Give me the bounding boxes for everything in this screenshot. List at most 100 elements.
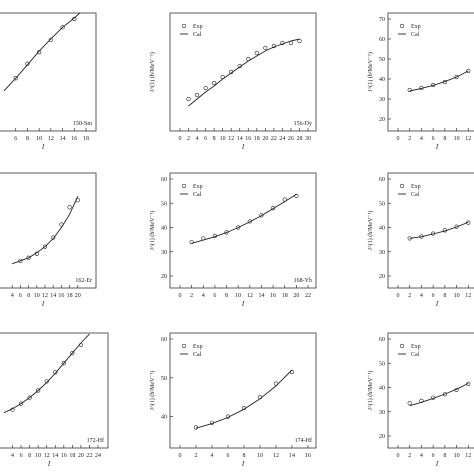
- y-tick-label: 60: [161, 337, 167, 343]
- data-point-exp: [194, 92, 200, 98]
- x-axis-label: I: [435, 300, 439, 308]
- series-line-cal: [188, 38, 300, 107]
- series-line-cal: [195, 369, 293, 429]
- data-point-exp: [254, 50, 259, 56]
- y-tick-label: 30: [379, 410, 385, 416]
- x-tick-label: 12: [465, 293, 471, 299]
- x-tick-label: 8: [28, 453, 31, 459]
- x-tick-label: 8: [243, 453, 246, 459]
- plot-frame: [0, 12, 97, 132]
- x-axis-label: I: [41, 143, 45, 151]
- x-tick-label: 18: [282, 293, 288, 299]
- x-tick-label: 14: [237, 136, 243, 142]
- x-tick-label: 8: [26, 136, 29, 142]
- y-tick-label: 60: [379, 337, 385, 343]
- x-tick-label: 6: [20, 453, 23, 459]
- legend-entry-cal: Cal: [411, 192, 420, 198]
- x-tick-label: 8: [213, 136, 216, 142]
- data-point-exp: [25, 61, 30, 66]
- x-tick-label: 24: [95, 453, 101, 459]
- plot-frame: [387, 172, 474, 289]
- y-tick-label: 40: [161, 226, 167, 232]
- legend-marker-key: [181, 183, 187, 189]
- legend-entry-exp: Exp: [193, 24, 203, 30]
- data-point-exp: [48, 37, 53, 42]
- x-tick-label: 30: [305, 136, 311, 142]
- plot-frame: [387, 12, 474, 132]
- x-tick-label: 10: [235, 293, 241, 299]
- plot-area: [193, 369, 295, 430]
- y-axis-label: J^(1) (ħ²MeV⁻¹): [149, 211, 156, 251]
- data-point-exp: [37, 50, 42, 55]
- x-tick-label: 10: [35, 453, 41, 459]
- y-axis-label: J^(1) (ħ²MeV⁻¹): [149, 52, 156, 92]
- data-point-exp: [186, 96, 191, 102]
- y-axis-label: J^(1) (ħ²MeV⁻¹): [367, 52, 374, 92]
- x-tick-label: 16: [61, 453, 67, 459]
- legend-marker-key: [399, 183, 405, 189]
- x-tick-label: 16: [58, 293, 64, 299]
- x-tick-label: 10: [454, 293, 460, 299]
- legend-entry-exp: Exp: [193, 344, 203, 350]
- x-tick-label: 14: [50, 293, 56, 299]
- x-tick-label: 12: [465, 453, 471, 459]
- x-tick-label: 10: [220, 136, 226, 142]
- nucleus-label: 168-Yb: [294, 278, 312, 284]
- y-tick-label: 40: [161, 415, 167, 421]
- y-tick-label: 70: [379, 17, 385, 23]
- x-tick-label: 4: [11, 293, 14, 299]
- x-tick-label: 4: [211, 453, 214, 459]
- x-tick-label: 14: [289, 453, 295, 459]
- plot-area: [3, 13, 81, 92]
- x-axis-label: I: [241, 300, 245, 308]
- x-tick-label: 6: [14, 136, 17, 142]
- legend-entry-exp: Exp: [411, 344, 421, 350]
- x-tick-label: 4: [420, 293, 423, 299]
- x-tick-label: 0: [179, 136, 182, 142]
- y-tick-label: 20: [379, 274, 385, 280]
- y-tick-label: 40: [379, 386, 385, 392]
- data-point-exp: [53, 370, 58, 375]
- chart-panel-8: 0 2 4 6 8 10 12 14 16 40 50 60 I J^(1) (ħ²MeV⁻¹) Exp Ca…: [149, 332, 317, 468]
- x-tick-label: 2: [408, 453, 411, 459]
- x-tick-label: 10: [257, 453, 263, 459]
- x-tick-label: 12: [465, 136, 471, 142]
- series-line-cal: [191, 193, 297, 244]
- x-tick-label: 18: [83, 136, 89, 142]
- chart-panel-6: 0 2 4 6 8 10 12 20 30 40 50 60 I J^(1) (ħ²MeV⁻¹) Exp Ca…: [367, 172, 474, 308]
- x-tick-label: 18: [69, 453, 75, 459]
- legend-marker-key: [399, 343, 405, 349]
- x-tick-label: 12: [42, 293, 48, 299]
- x-tick-label: 20: [262, 136, 268, 142]
- y-tick-label: 50: [161, 376, 167, 382]
- x-tick-label: 14: [52, 453, 58, 459]
- x-tick-label: 22: [271, 136, 277, 142]
- x-tick-label: 22: [305, 293, 311, 299]
- y-tick-label: 60: [379, 37, 385, 43]
- x-axis-label: I: [435, 143, 439, 151]
- x-tick-label: 14: [258, 293, 264, 299]
- data-point-exp: [44, 379, 49, 384]
- series-line-cal: [409, 382, 469, 407]
- y-axis-label: J^(1) (ħ²MeV⁻¹): [367, 211, 374, 251]
- x-tick-label: 6: [432, 453, 435, 459]
- plot-area: [3, 333, 90, 414]
- x-tick-label: 20: [78, 453, 84, 459]
- x-tick-label: 20: [293, 293, 299, 299]
- plot-area: [407, 68, 471, 93]
- x-tick-label: 2: [187, 136, 190, 142]
- x-tick-label: 6: [19, 293, 22, 299]
- nucleus-label: 156-Dy: [294, 121, 312, 127]
- x-tick-label: 16: [71, 136, 77, 142]
- chart-panel-3: 0 2 4 6 8 10 12 20 30 40 50 60 70 I J^(1) (ħ²MeV⁻¹) Exp…: [367, 12, 474, 151]
- y-tick-label: 30: [161, 250, 167, 256]
- x-axis-label: I: [241, 460, 245, 468]
- plot-frame: [169, 332, 317, 449]
- x-tick-label: 26: [288, 136, 294, 142]
- data-point-exp: [212, 80, 217, 86]
- plot-frame: [0, 332, 109, 449]
- legend-entry-cal: Cal: [193, 352, 202, 358]
- y-tick-label: 30: [379, 250, 385, 256]
- x-tick-label: 16: [305, 453, 311, 459]
